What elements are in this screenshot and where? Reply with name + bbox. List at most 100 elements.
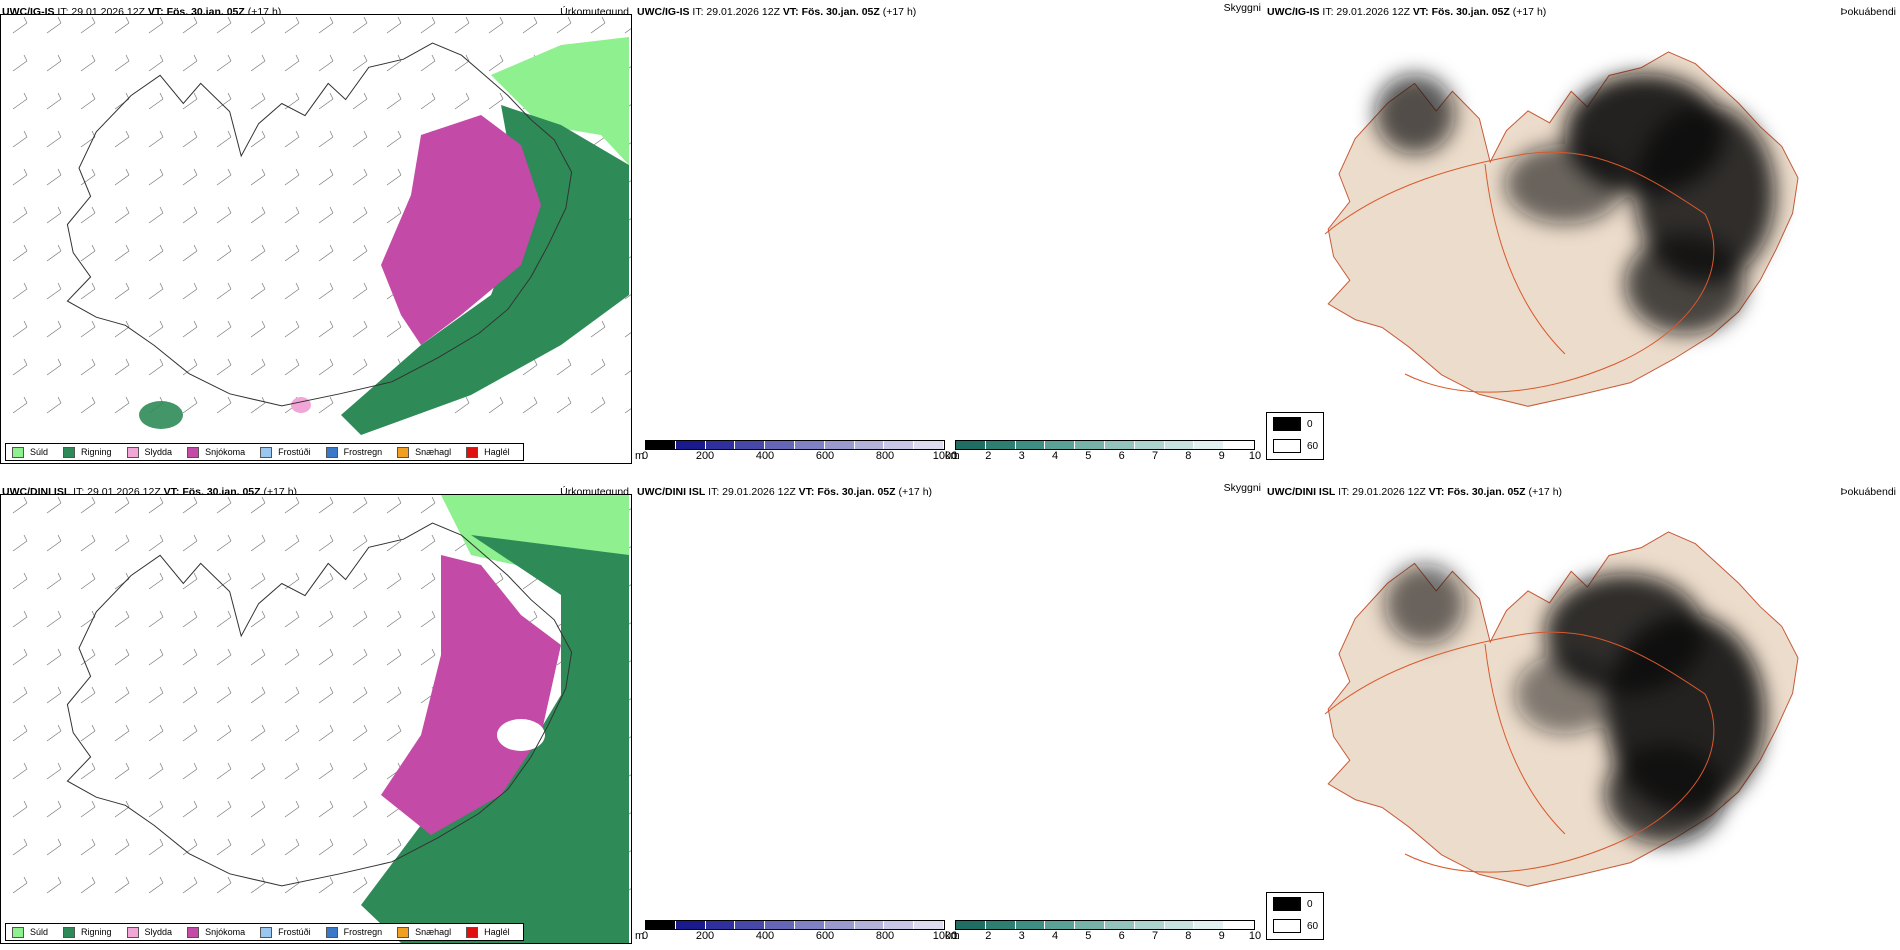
wind-barb <box>114 724 130 742</box>
wind-barb <box>624 28 631 34</box>
wind-barb <box>12 838 28 856</box>
legend-item: Haglél <box>462 446 510 458</box>
wind-barb <box>250 762 266 780</box>
colorbar-swatch <box>675 921 706 929</box>
wind-barb <box>46 572 62 590</box>
wind-barb <box>250 54 266 72</box>
colorbar-swatch <box>854 921 885 929</box>
fog-legend: 0 60 <box>1266 892 1324 940</box>
wind-barb <box>420 572 436 590</box>
precip-type-panel: UWC/IG-IS IT: 29.01.2026 12Z VT: Fös. 30… <box>0 0 635 470</box>
gap-area <box>497 719 545 751</box>
wind-barb <box>46 320 62 338</box>
legend-label: Haglél <box>484 447 510 457</box>
colorbar-swatch <box>735 441 766 449</box>
precip-legend: Súld Rigning Slydda Snjókoma Frostúði Frostre… <box>5 923 524 941</box>
valid-time: VT: Fös. 30.jan. 05Z <box>1412 6 1510 18</box>
wind-barb <box>114 496 130 514</box>
fog-areas <box>1385 564 1765 844</box>
wind-barb <box>284 168 300 186</box>
wind-barb <box>250 92 266 110</box>
wind-barb <box>318 206 334 224</box>
wind-barb <box>182 92 198 110</box>
wind-barb <box>12 800 28 818</box>
wind-barb <box>216 320 232 338</box>
wind-barb <box>216 648 232 666</box>
wind-barb <box>46 800 62 818</box>
wind-barb <box>488 16 504 34</box>
legend-swatch <box>325 926 338 938</box>
wind-barb <box>114 838 130 856</box>
wind-barb <box>46 648 62 666</box>
fog-legend-swatch <box>1273 919 1301 933</box>
wind-barb <box>386 168 402 186</box>
wind-barb <box>216 572 232 590</box>
wind-barb <box>386 16 402 34</box>
legend-swatch <box>63 446 76 458</box>
wind-barb <box>454 16 470 34</box>
legend-swatch <box>397 446 410 458</box>
valid-time: VT: Fös. 30.jan. 05Z <box>798 486 896 498</box>
wind-barb <box>590 16 606 34</box>
legend-item: Súld <box>8 446 48 458</box>
sleet-area <box>291 397 311 413</box>
wind-barb <box>284 800 300 818</box>
wind-barb <box>488 396 504 414</box>
colorbar-swatch <box>1164 441 1195 449</box>
wind-barb <box>318 168 334 186</box>
wind-barb <box>114 282 130 300</box>
wind-barb <box>148 800 164 818</box>
row-dini-isl: UWC/DINI ISL IT: 29.01.2026 12Z VT: Fös.… <box>0 480 1900 950</box>
wind-barb <box>182 16 198 34</box>
wind-barb <box>182 54 198 72</box>
wind-barb <box>386 648 402 666</box>
wind-barb <box>114 648 130 666</box>
wind-barb <box>352 838 368 856</box>
wind-barb <box>522 396 538 414</box>
fog-map-svg <box>1324 51 1799 407</box>
colorbar-swatch <box>824 441 855 449</box>
colorbar-tick: 10 <box>1248 930 1262 942</box>
wind-barb <box>12 610 28 628</box>
fog-legend-label: 60 <box>1307 440 1319 452</box>
wind-barb <box>12 244 28 262</box>
colorbar-swatch <box>1075 441 1105 449</box>
wind-barb <box>46 838 62 856</box>
wind-barb <box>352 724 368 742</box>
colorbar-swatch <box>646 441 676 449</box>
wind-barb <box>284 534 300 552</box>
wind-barb <box>80 206 96 224</box>
legend-swatch <box>12 446 24 458</box>
colorbar-swatch <box>1194 441 1225 449</box>
legend-swatch <box>260 446 273 458</box>
wind-barb <box>318 130 334 148</box>
wind-barb <box>420 648 436 666</box>
fog-legend-item: 0 <box>1273 417 1313 431</box>
wind-barb <box>284 244 300 262</box>
wind-barb <box>352 876 368 894</box>
wind-barb <box>284 648 300 666</box>
colorbar-swatch <box>765 441 795 449</box>
wind-barb <box>284 762 300 780</box>
wind-barb <box>352 206 368 224</box>
wind-barb <box>80 838 96 856</box>
colorbar-swatch <box>884 441 915 449</box>
colorbar-swatch <box>1224 921 1254 929</box>
wind-barb <box>318 534 334 552</box>
wind-barb <box>250 838 266 856</box>
wind-barb <box>352 244 368 262</box>
legend-item: Haglél <box>462 926 510 938</box>
snow-area <box>381 555 561 835</box>
road <box>1484 163 1566 355</box>
fog-legend: 0 60 <box>1266 412 1324 460</box>
fog-legend-swatch <box>1273 439 1301 453</box>
legend-swatch <box>63 926 76 938</box>
coastline <box>66 522 573 887</box>
wind-barb <box>148 92 164 110</box>
wind-barb <box>624 294 631 300</box>
fog-area <box>1605 744 1725 844</box>
visibility-colorbar: km 1 2 3 4 5 6 7 8 9 10 <box>945 920 1261 942</box>
colorbar-tick: 3 <box>1018 930 1025 942</box>
lead-time: (+17 h) <box>898 486 933 498</box>
model-name: UWC/DINI ISL <box>637 486 706 498</box>
